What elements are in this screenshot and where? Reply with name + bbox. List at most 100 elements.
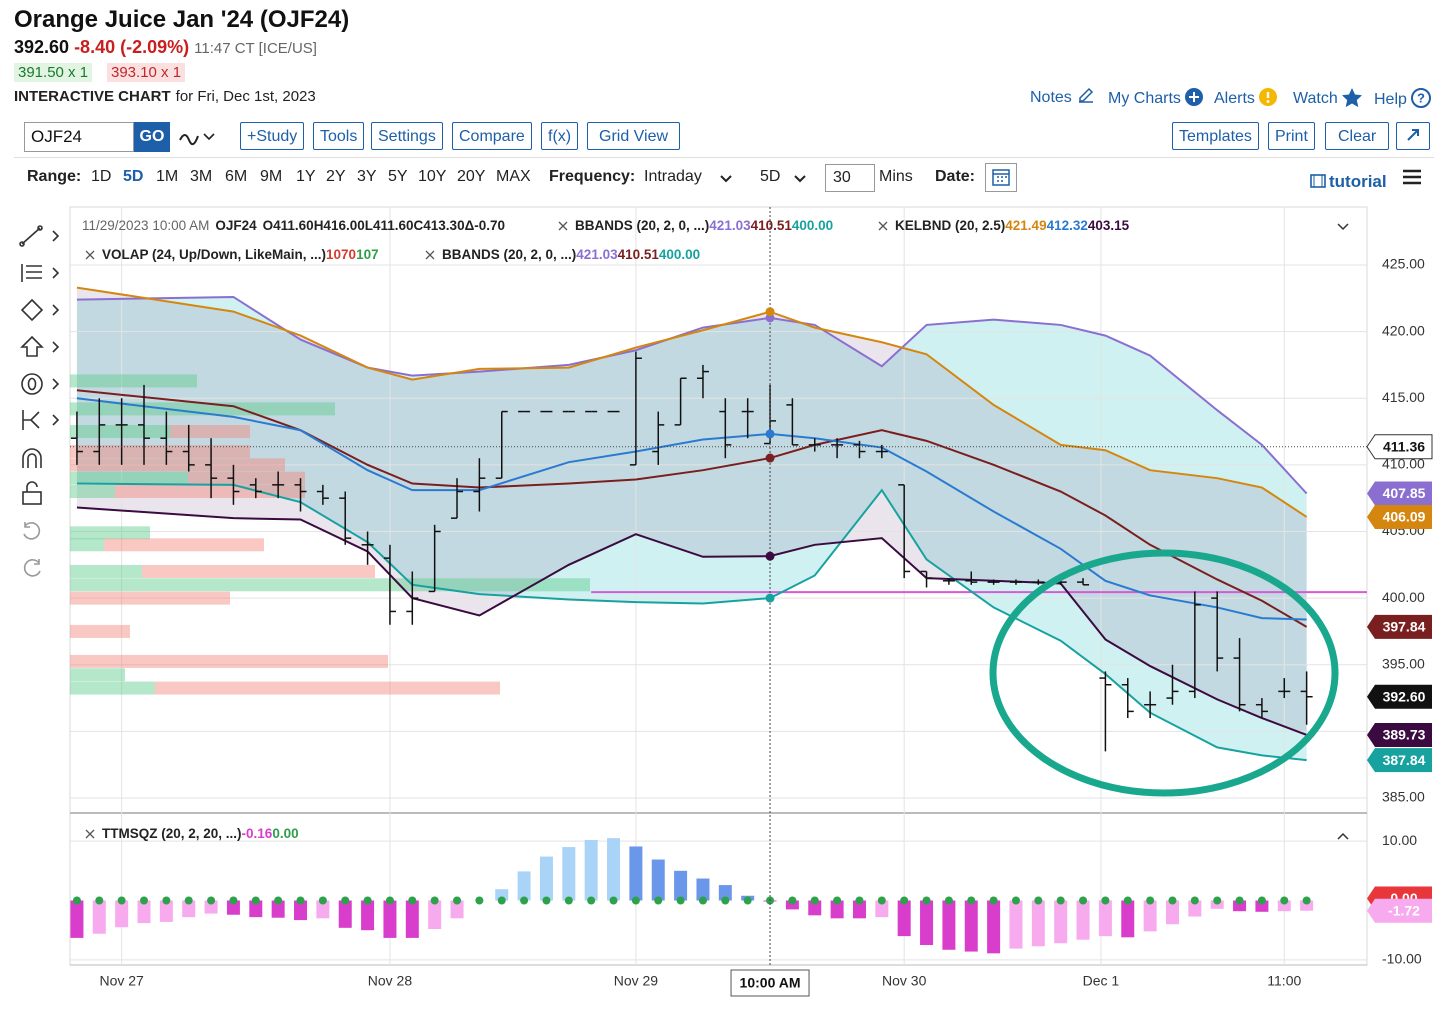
link-text[interactable]: Notes xyxy=(1030,89,1072,106)
toolbar-button[interactable]: f(x) xyxy=(541,122,579,150)
period-select[interactable]: 5D xyxy=(760,168,781,185)
crosshair-x-label: 10:00 AM xyxy=(740,975,801,991)
tool-magnet[interactable] xyxy=(22,448,42,468)
squeeze-dot xyxy=(520,896,529,905)
squeeze-dot xyxy=(1190,896,1199,905)
range-option[interactable]: 20Y xyxy=(457,168,486,185)
tool-redo[interactable] xyxy=(23,559,41,577)
ohlc-bar xyxy=(1188,591,1201,699)
go-button[interactable]: GO xyxy=(134,122,170,152)
volume-up xyxy=(70,578,590,592)
ohlc-bar xyxy=(160,411,173,465)
header-link[interactable]: Alerts xyxy=(1214,87,1278,108)
frequency-select[interactable]: Intraday xyxy=(644,168,702,185)
toolbar-button[interactable]: Templates xyxy=(1172,122,1259,150)
squeeze-dot xyxy=(631,896,640,905)
toolbar-button[interactable]: Clear xyxy=(1325,122,1390,150)
volume-down xyxy=(170,425,250,439)
legend-part: 1070 xyxy=(326,247,356,262)
squeeze-bar xyxy=(204,900,218,914)
range-option[interactable]: 5Y xyxy=(388,168,408,185)
toolbar-rule xyxy=(14,157,1434,158)
ohlc-bar xyxy=(272,471,285,499)
tutorial-text[interactable]: tutorial xyxy=(1329,172,1387,191)
tool-lock[interactable] xyxy=(22,481,42,505)
y-tick-label: 420.00 xyxy=(1382,322,1425,338)
squeeze-bar xyxy=(920,900,934,946)
squeeze-dot xyxy=(162,896,171,905)
squeeze-bar xyxy=(1255,900,1269,912)
range-option[interactable]: MAX xyxy=(496,168,531,185)
link-text[interactable]: My Charts xyxy=(1108,90,1181,107)
tool-measure[interactable] xyxy=(22,410,60,430)
header-link[interactable]: Watch xyxy=(1293,87,1363,108)
toolbar-button[interactable]: +Study xyxy=(240,122,305,150)
bid: 391.50 x 1 xyxy=(14,63,93,82)
range-option[interactable]: 2Y xyxy=(326,168,346,185)
price-tag-label: 411.36 xyxy=(1383,438,1425,454)
date-picker[interactable] xyxy=(985,163,1017,192)
squeeze-bar xyxy=(1143,900,1157,932)
range-option[interactable]: 6M xyxy=(225,168,248,185)
toolbar-button[interactable]: Settings xyxy=(371,122,443,150)
range-option[interactable]: 1M xyxy=(156,168,179,185)
band-line xyxy=(76,286,1308,518)
tool-text[interactable] xyxy=(21,373,60,395)
ohlc-bar xyxy=(808,438,821,452)
ohlc-bar xyxy=(898,484,911,579)
squeeze-dot xyxy=(1280,896,1289,905)
tool-fib[interactable] xyxy=(21,264,60,282)
y-tick-label: 385.00 xyxy=(1382,789,1425,805)
squeeze-dot xyxy=(743,896,752,905)
band-line xyxy=(76,482,1307,762)
ohlc-bar xyxy=(629,351,642,466)
link-text[interactable]: Help xyxy=(1374,91,1407,108)
tool-undo[interactable] xyxy=(23,522,41,540)
range-option[interactable]: 10Y xyxy=(418,168,447,185)
range-option[interactable]: 1D xyxy=(91,168,112,185)
range-option[interactable]: 3M xyxy=(190,168,213,185)
squeeze-bar xyxy=(897,900,911,937)
price-tag xyxy=(1367,481,1432,506)
ohlc-bar xyxy=(182,424,195,472)
header-link[interactable]: Help? xyxy=(1374,87,1432,109)
ohlc-bar xyxy=(652,411,665,465)
squeeze-dot xyxy=(385,896,394,905)
link-text[interactable]: Watch xyxy=(1293,90,1338,107)
toolbar-button[interactable]: Tools xyxy=(313,122,365,150)
toolbar-button[interactable]: Compare xyxy=(452,122,532,150)
dropdown-chevron[interactable] xyxy=(793,172,807,191)
dropdown-chevron[interactable] xyxy=(719,172,733,191)
chart-type[interactable] xyxy=(178,126,218,151)
range-option[interactable]: 1Y xyxy=(296,168,316,185)
toolbar-button[interactable]: Print xyxy=(1268,122,1315,150)
ohlc-bar xyxy=(93,398,106,465)
legend-part: 410.51 xyxy=(618,247,660,262)
price-tag-label: 387.84 xyxy=(1383,752,1426,768)
tutorial-link[interactable]: tutorial xyxy=(1310,172,1387,192)
header-link[interactable]: My Charts xyxy=(1108,87,1204,108)
tool-line[interactable] xyxy=(19,225,60,247)
header-link[interactable]: Notes xyxy=(1030,87,1096,107)
expand-button[interactable] xyxy=(1396,122,1430,150)
squeeze-dot xyxy=(1011,896,1020,905)
price-tag xyxy=(1367,504,1432,529)
squeeze-dot xyxy=(877,896,886,905)
menu-button[interactable] xyxy=(1402,168,1422,191)
squeeze-bar xyxy=(830,900,844,919)
tool-arrow[interactable] xyxy=(20,335,60,357)
squeeze-dot xyxy=(654,896,663,905)
squeeze-dot xyxy=(341,896,350,905)
squeeze-dot xyxy=(363,896,372,905)
ohlc-bar xyxy=(1278,678,1291,699)
interval-input[interactable]: 30 xyxy=(825,164,875,192)
squeeze-dot xyxy=(564,896,573,905)
symbol-input[interactable]: OJF24 xyxy=(24,122,134,152)
range-option[interactable]: 3Y xyxy=(357,168,377,185)
link-text[interactable]: Alerts xyxy=(1214,90,1255,107)
squeeze-dot xyxy=(542,896,551,905)
tool-shape[interactable] xyxy=(20,298,60,322)
range-option[interactable]: 9M xyxy=(260,168,283,185)
toolbar-button[interactable]: Grid View xyxy=(587,122,681,150)
range-option[interactable]: 5D xyxy=(123,168,144,185)
